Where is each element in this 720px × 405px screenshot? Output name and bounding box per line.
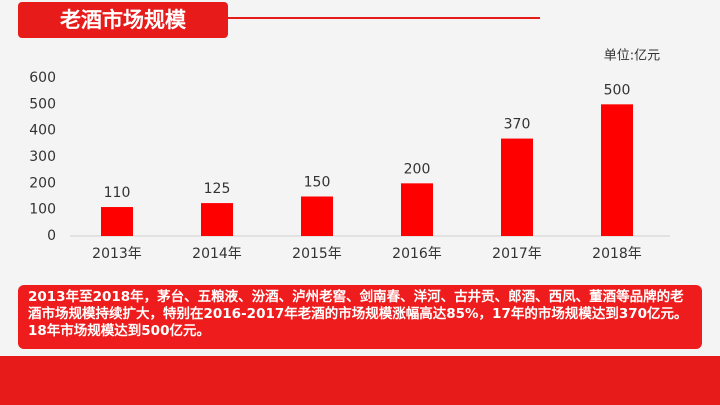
x-tick-label: 2015年 — [292, 246, 342, 262]
bar — [501, 138, 533, 236]
y-tick-label: 400 — [29, 123, 56, 139]
y-tick-label: 0 — [47, 228, 56, 244]
x-tick-label: 2016年 — [392, 246, 442, 262]
y-tick-label: 100 — [29, 202, 56, 218]
bar — [201, 203, 233, 236]
value-label: 125 — [204, 181, 231, 197]
x-tick-label: 2013年 — [92, 246, 142, 262]
description-box: 2013年至2018年，茅台、五粮液、汾酒、泸州老窖、剑南春、洋河、古井贡、郎酒… — [18, 285, 702, 349]
value-label: 500 — [604, 82, 631, 98]
x-tick-label: 2018年 — [592, 246, 642, 262]
y-tick-label: 600 — [29, 70, 56, 86]
value-label: 150 — [304, 175, 331, 191]
y-tick-label: 200 — [29, 175, 56, 191]
x-tick-label: 2017年 — [492, 246, 542, 262]
y-tick-label: 300 — [29, 149, 56, 165]
value-label: 200 — [404, 161, 431, 177]
chart-title: 老酒市场规模 — [60, 8, 187, 32]
bar — [101, 207, 133, 236]
bar — [601, 104, 633, 236]
title-banner — [18, 2, 228, 38]
x-tick-label: 2014年 — [192, 246, 242, 262]
value-label: 110 — [104, 185, 131, 201]
value-label: 370 — [504, 117, 531, 133]
y-tick-label: 500 — [29, 96, 56, 112]
bar — [301, 196, 333, 236]
unit-label: 单位:亿元 — [604, 49, 660, 64]
bar — [401, 183, 433, 236]
footer-band — [0, 356, 720, 405]
